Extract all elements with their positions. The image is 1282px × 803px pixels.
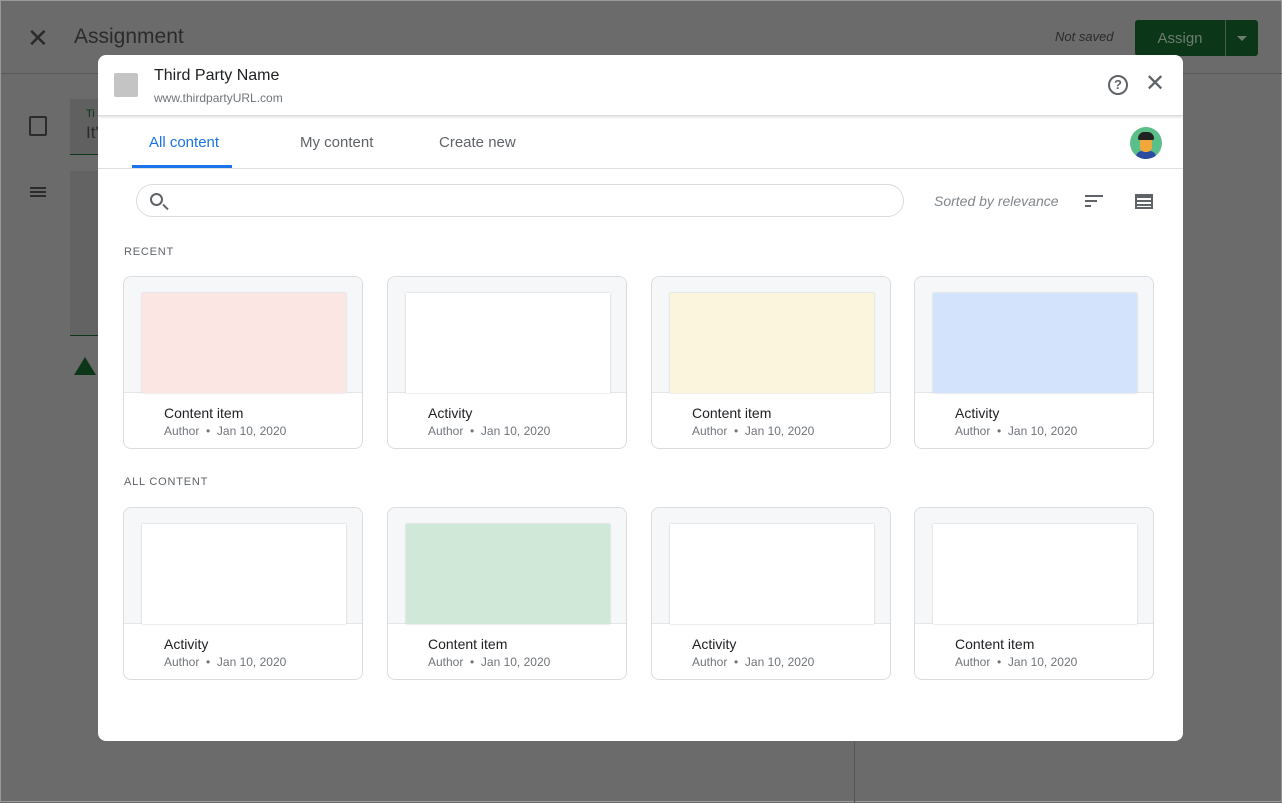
card-preview (124, 508, 362, 624)
card-preview (915, 277, 1153, 393)
assign-button[interactable]: Assign (1135, 20, 1226, 56)
content-picker-dialog: Third Party Name www.thirdpartyURL.com ?… (98, 55, 1183, 741)
card-title: Content item (692, 405, 772, 421)
card-preview (388, 508, 626, 624)
title-field-label: Ti (86, 108, 95, 120)
card-meta: Author • Jan 10, 2020 (955, 424, 1078, 438)
third-party-url: www.thirdpartyURL.com (154, 91, 283, 105)
content-card[interactable]: Activity Author • Jan 10, 2020 (914, 276, 1154, 449)
page-title: Assignment (74, 25, 184, 48)
search-input[interactable] (177, 189, 887, 213)
tab-all-content[interactable]: All content (149, 134, 220, 151)
card-author: Author (428, 655, 464, 669)
card-title: Activity (428, 405, 473, 421)
card-author: Author (692, 655, 728, 669)
card-meta: Author • Jan 10, 2020 (428, 424, 551, 438)
card-author: Author (164, 424, 200, 438)
close-icon[interactable]: ✕ (1145, 70, 1166, 97)
card-title: Activity (955, 405, 1000, 421)
card-meta: Author • Jan 10, 2020 (428, 655, 551, 669)
card-thumbnail (406, 524, 610, 624)
sort-icon[interactable] (1085, 195, 1103, 207)
help-icon[interactable]: ? (1108, 75, 1128, 95)
card-author: Author (955, 424, 991, 438)
card-preview (652, 508, 890, 624)
content-card[interactable]: Activity Author • Jan 10, 2020 (123, 507, 363, 680)
card-title: Content item (955, 636, 1035, 652)
card-meta: Author • Jan 10, 2020 (692, 424, 815, 438)
card-meta: Author • Jan 10, 2020 (164, 655, 287, 669)
card-meta: Author • Jan 10, 2020 (955, 655, 1078, 669)
content-card[interactable]: Content item Author • Jan 10, 2020 (387, 507, 627, 680)
card-title: Content item (164, 405, 244, 421)
card-date: Jan 10, 2020 (744, 655, 815, 669)
title-field-text: It' (86, 123, 99, 142)
card-author: Author (164, 655, 200, 669)
list-view-icon[interactable] (1135, 194, 1153, 209)
card-preview (388, 277, 626, 393)
card-date: Jan 10, 2020 (1007, 655, 1078, 669)
card-thumbnail (406, 293, 610, 393)
drive-icon[interactable] (74, 357, 96, 375)
card-thumbnail (670, 524, 874, 624)
save-status: Not saved (1055, 29, 1114, 44)
content-card[interactable]: Content item Author • Jan 10, 2020 (651, 276, 891, 449)
content-card[interactable]: Activity Author • Jan 10, 2020 (651, 507, 891, 680)
third-party-name: Third Party Name (154, 67, 280, 84)
card-date: Jan 10, 2020 (1007, 424, 1078, 438)
app-bar: ✕ Assignment Not saved Assign (1, 1, 1282, 74)
active-tab-indicator (132, 165, 232, 168)
section-heading: RECENT (124, 246, 175, 258)
assignment-icon[interactable] (29, 116, 47, 136)
card-title: Activity (692, 636, 737, 652)
card-meta: Author • Jan 10, 2020 (164, 424, 287, 438)
third-party-logo (114, 73, 138, 97)
tab-my-content[interactable]: My content (300, 134, 374, 151)
dialog-header: Third Party Name www.thirdpartyURL.com ?… (98, 55, 1183, 116)
sort-label: Sorted by relevance (934, 193, 1059, 209)
card-meta: Author • Jan 10, 2020 (692, 655, 815, 669)
card-thumbnail (933, 524, 1137, 624)
card-title: Activity (164, 636, 209, 652)
card-thumbnail (142, 293, 346, 393)
card-date: Jan 10, 2020 (744, 424, 815, 438)
assign-button-group[interactable]: Assign (1135, 20, 1258, 56)
card-date: Jan 10, 2020 (480, 655, 551, 669)
card-preview (652, 277, 890, 393)
description-icon[interactable] (30, 187, 46, 199)
content-card[interactable]: Activity Author • Jan 10, 2020 (387, 276, 627, 449)
card-thumbnail (670, 293, 874, 393)
caret-down-icon (1237, 35, 1247, 41)
card-author: Author (428, 424, 464, 438)
card-author: Author (955, 655, 991, 669)
close-icon[interactable]: ✕ (27, 23, 49, 53)
tab-create-new[interactable]: Create new (439, 134, 516, 151)
card-author: Author (692, 424, 728, 438)
card-title: Content item (428, 636, 508, 652)
card-preview (915, 508, 1153, 624)
card-preview (124, 277, 362, 393)
card-date: Jan 10, 2020 (216, 424, 287, 438)
section-heading: ALL CONTENT (124, 476, 209, 488)
card-date: Jan 10, 2020 (216, 655, 287, 669)
avatar[interactable] (1130, 127, 1162, 159)
content-card[interactable]: Content item Author • Jan 10, 2020 (914, 507, 1154, 680)
divider (854, 742, 855, 803)
search-bar[interactable] (136, 184, 904, 217)
card-thumbnail (933, 293, 1137, 393)
tab-bar: All content My content Create new (98, 116, 1183, 169)
card-thumbnail (142, 524, 346, 624)
search-icon (150, 193, 163, 206)
content-card[interactable]: Content item Author • Jan 10, 2020 (123, 276, 363, 449)
card-date: Jan 10, 2020 (480, 424, 551, 438)
assign-dropdown-button[interactable] (1226, 20, 1258, 56)
